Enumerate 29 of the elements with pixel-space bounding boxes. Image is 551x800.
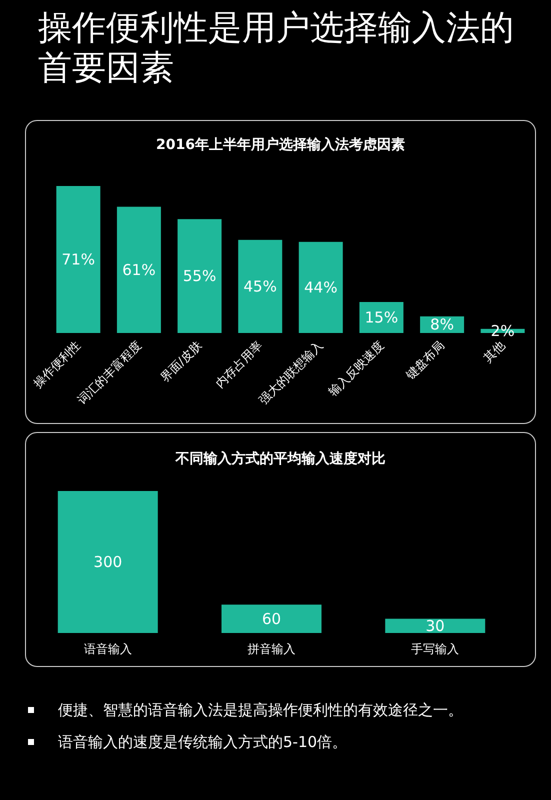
x-tick-label: 手写输入 [411, 642, 460, 656]
data-label: 15% [364, 308, 398, 326]
text: 语音输入的速度是传统输入方式的5-10倍。 [58, 733, 348, 751]
data-label: 61% [122, 260, 156, 279]
data-label: 300 [94, 553, 122, 571]
data-label: 44% [304, 278, 338, 296]
bar [238, 240, 282, 333]
data-label: 60 [262, 610, 282, 628]
x-tick-label: 界面/皮肤 [158, 338, 205, 385]
data-label: 71% [62, 250, 95, 268]
data-label: 8% [430, 316, 454, 334]
x-tick-label: 语音输入 [84, 642, 132, 656]
chart-title: 不同输入方式的平均输入速度对比 [174, 450, 386, 467]
x-tick-label: 拼音输入 [248, 642, 296, 656]
data-label: 55% [182, 267, 216, 286]
chart-title: 操作便利性是用户选择输入法的首要因素 [38, 8, 515, 88]
data-label: 45% [244, 277, 277, 296]
bar [56, 186, 100, 333]
bar [116, 206, 161, 333]
chart-subtitle: 2016年上半年用户选择输入法考虑因素 [156, 136, 405, 153]
x-tick-label: 操作便利性 [30, 338, 84, 390]
bar [298, 242, 343, 333]
x-tick-label: 输入反映速度 [326, 338, 386, 399]
data-label: 30 [426, 616, 445, 635]
x-tick-label: 键盘布局 [402, 338, 448, 383]
text: 便捷、智慧的语音输入法是提高操作便利性的有效途径之一。 [58, 701, 463, 719]
x-tick-label: 其他 [480, 338, 508, 365]
bar [178, 219, 222, 333]
x-tick-label: 内存占用率 [212, 338, 266, 390]
